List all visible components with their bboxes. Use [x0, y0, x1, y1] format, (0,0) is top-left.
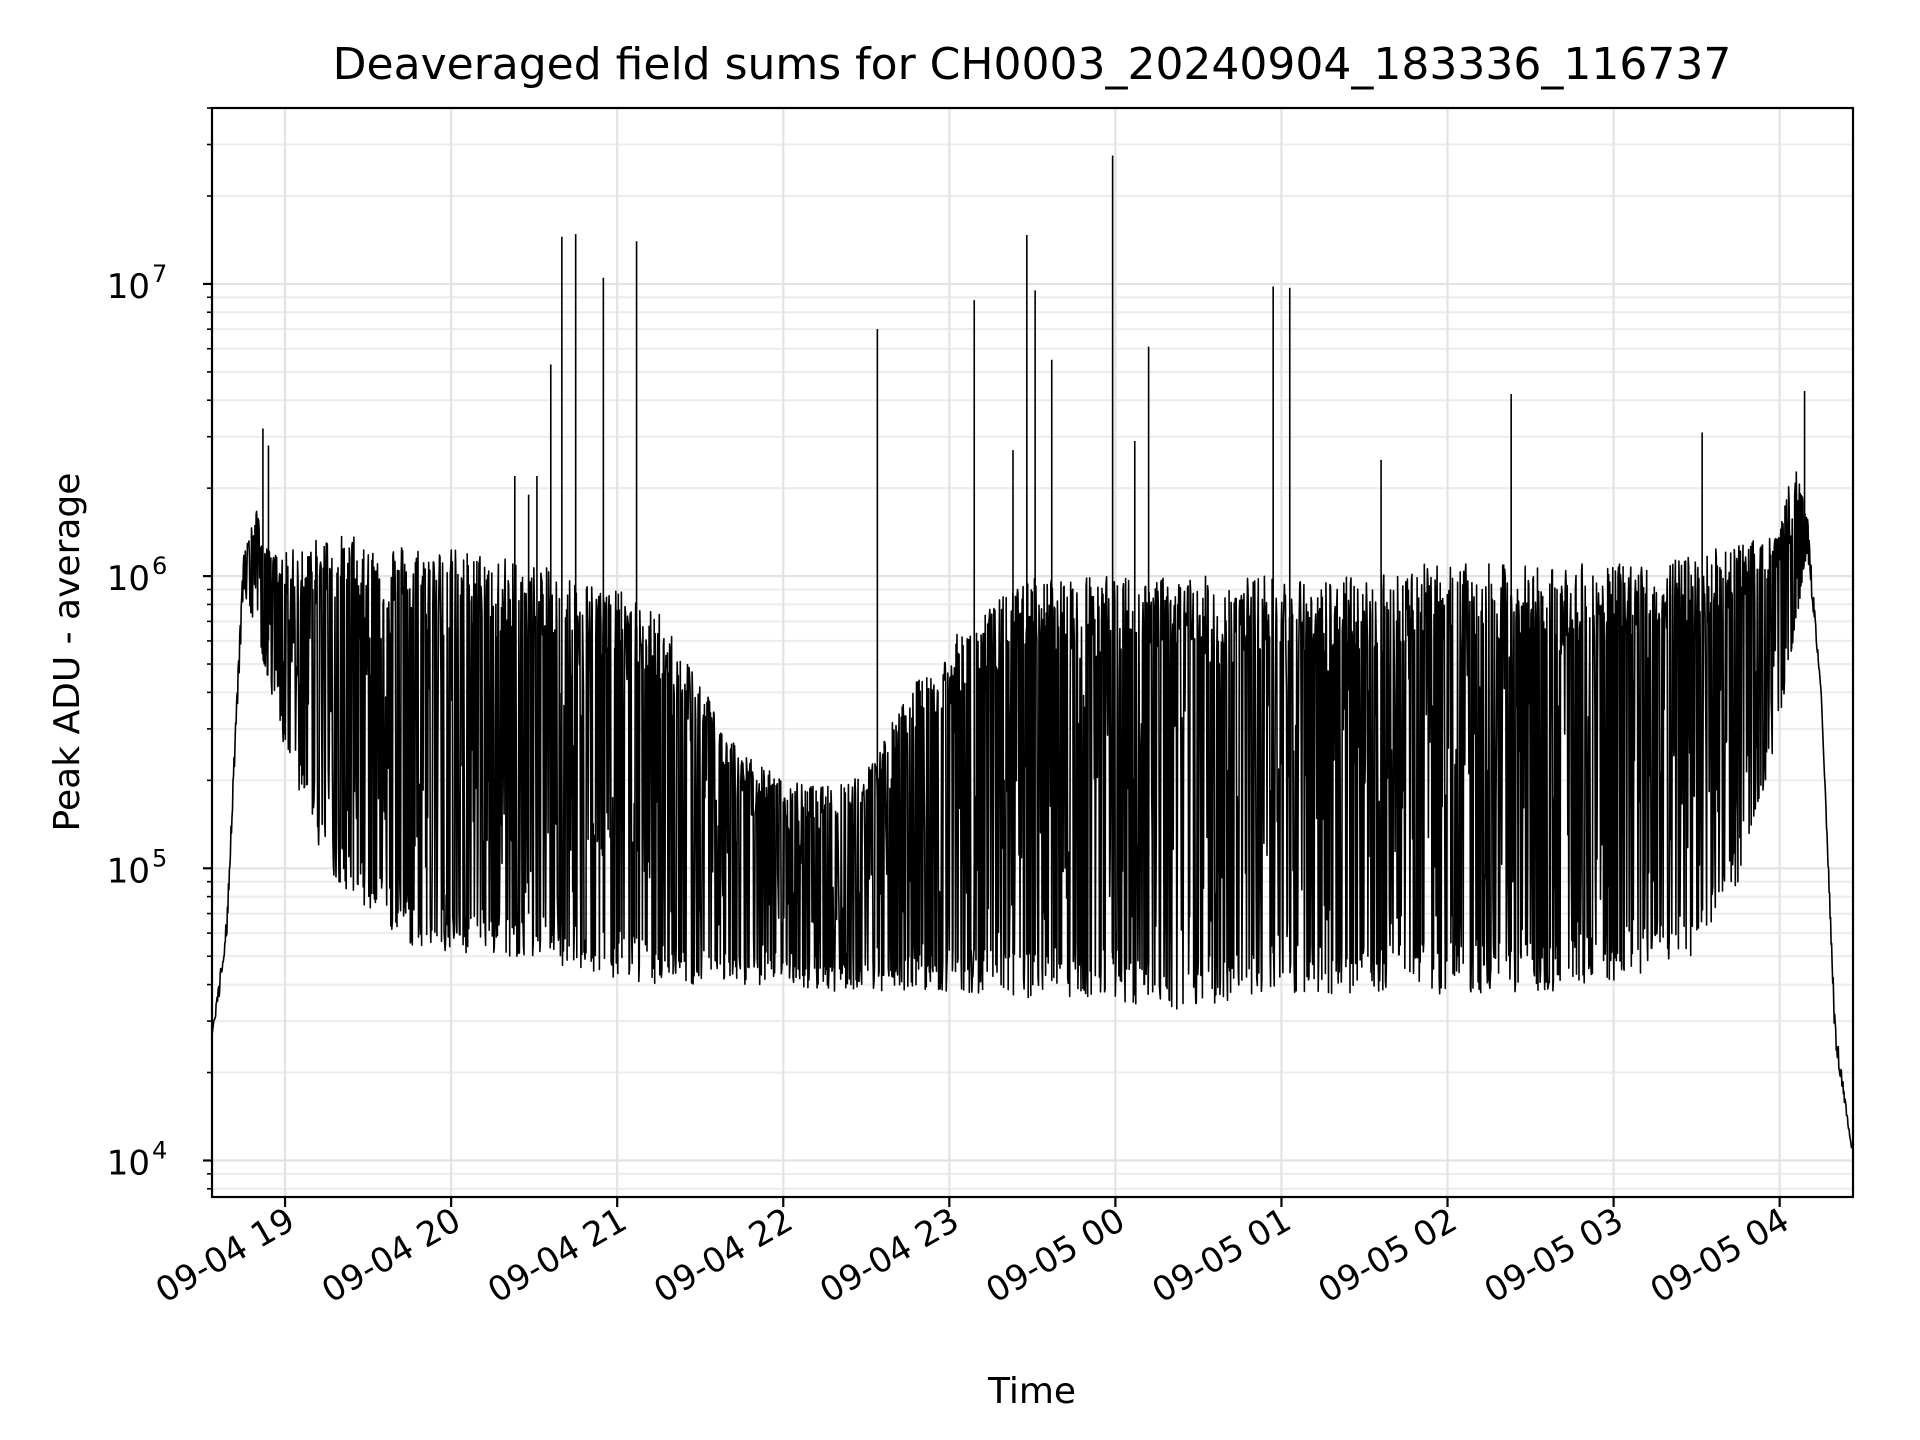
y-tick-exponent: 7: [152, 260, 167, 288]
x-axis-label: Time: [987, 1371, 1076, 1412]
chart-title: Deaveraged field sums for CH0003_2024090…: [333, 39, 1732, 90]
series-line: [211, 471, 1853, 1149]
y-axis-label: Peak ADU - average: [47, 473, 88, 832]
y-tick-exponent: 5: [152, 844, 167, 872]
y-tick-label: 10: [107, 851, 150, 891]
y-tick-exponent: 6: [152, 552, 167, 580]
y-tick-label: 10: [107, 267, 150, 307]
y-tick-exponent: 4: [152, 1136, 167, 1164]
y-tick-label: 10: [107, 1143, 150, 1183]
plot-frame: [210, 106, 1855, 1199]
spikes: [262, 155, 1806, 965]
y-tick-label: 10: [107, 559, 150, 599]
